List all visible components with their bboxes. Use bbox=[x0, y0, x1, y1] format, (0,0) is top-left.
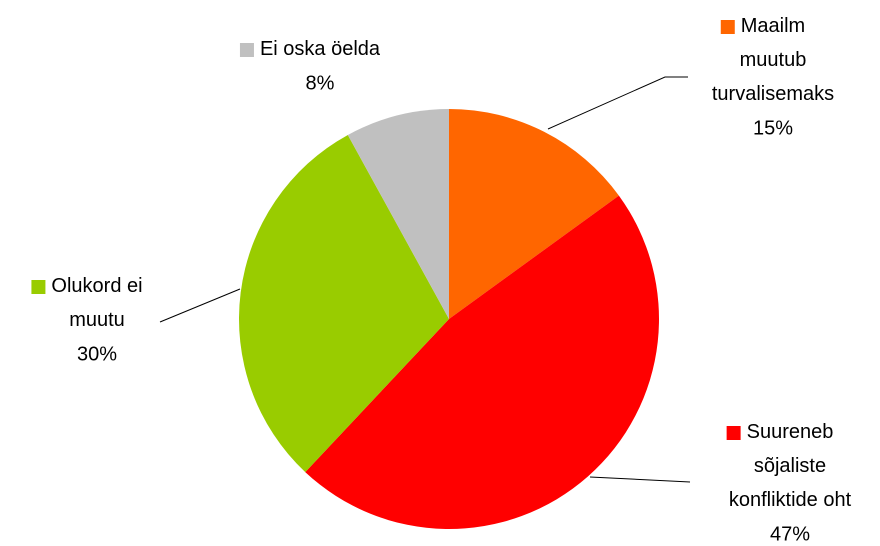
label-line: Ei oska öelda bbox=[260, 38, 381, 60]
slice-label: Olukord ei muutu bbox=[51, 275, 142, 331]
label-line: muutu bbox=[69, 309, 125, 331]
leader-line bbox=[547, 76, 688, 130]
legend-swatch bbox=[239, 43, 254, 57]
pie-slice bbox=[347, 109, 449, 319]
label-line: sõjaliste bbox=[754, 455, 826, 477]
slice-label: Maailm muutub turvalisemaks bbox=[712, 15, 834, 105]
value-label: 8% bbox=[306, 72, 335, 94]
label-line: muutub bbox=[740, 49, 807, 71]
legend-swatch bbox=[726, 426, 741, 440]
leader-line bbox=[589, 476, 691, 483]
label-line: Maailm bbox=[741, 15, 805, 37]
legend-swatch bbox=[31, 280, 46, 294]
legend-swatch bbox=[720, 20, 735, 34]
label-line: Suureneb bbox=[747, 421, 834, 443]
label-line: Olukord ei bbox=[51, 275, 142, 297]
value-label: 15% bbox=[753, 117, 793, 139]
value-label: 30% bbox=[77, 343, 117, 365]
label-line: konfliktide oht bbox=[729, 489, 852, 511]
slice-label: Suureneb sõjaliste konfliktide oht bbox=[729, 421, 852, 511]
value-label: 47% bbox=[770, 523, 810, 541]
pie-slice bbox=[449, 109, 619, 319]
leader-line bbox=[159, 288, 241, 323]
pie-slice bbox=[305, 195, 659, 530]
label-line: turvalisemaks bbox=[712, 83, 834, 105]
slice-label: Ei oska öelda bbox=[260, 38, 381, 60]
pie-slice bbox=[239, 134, 449, 473]
